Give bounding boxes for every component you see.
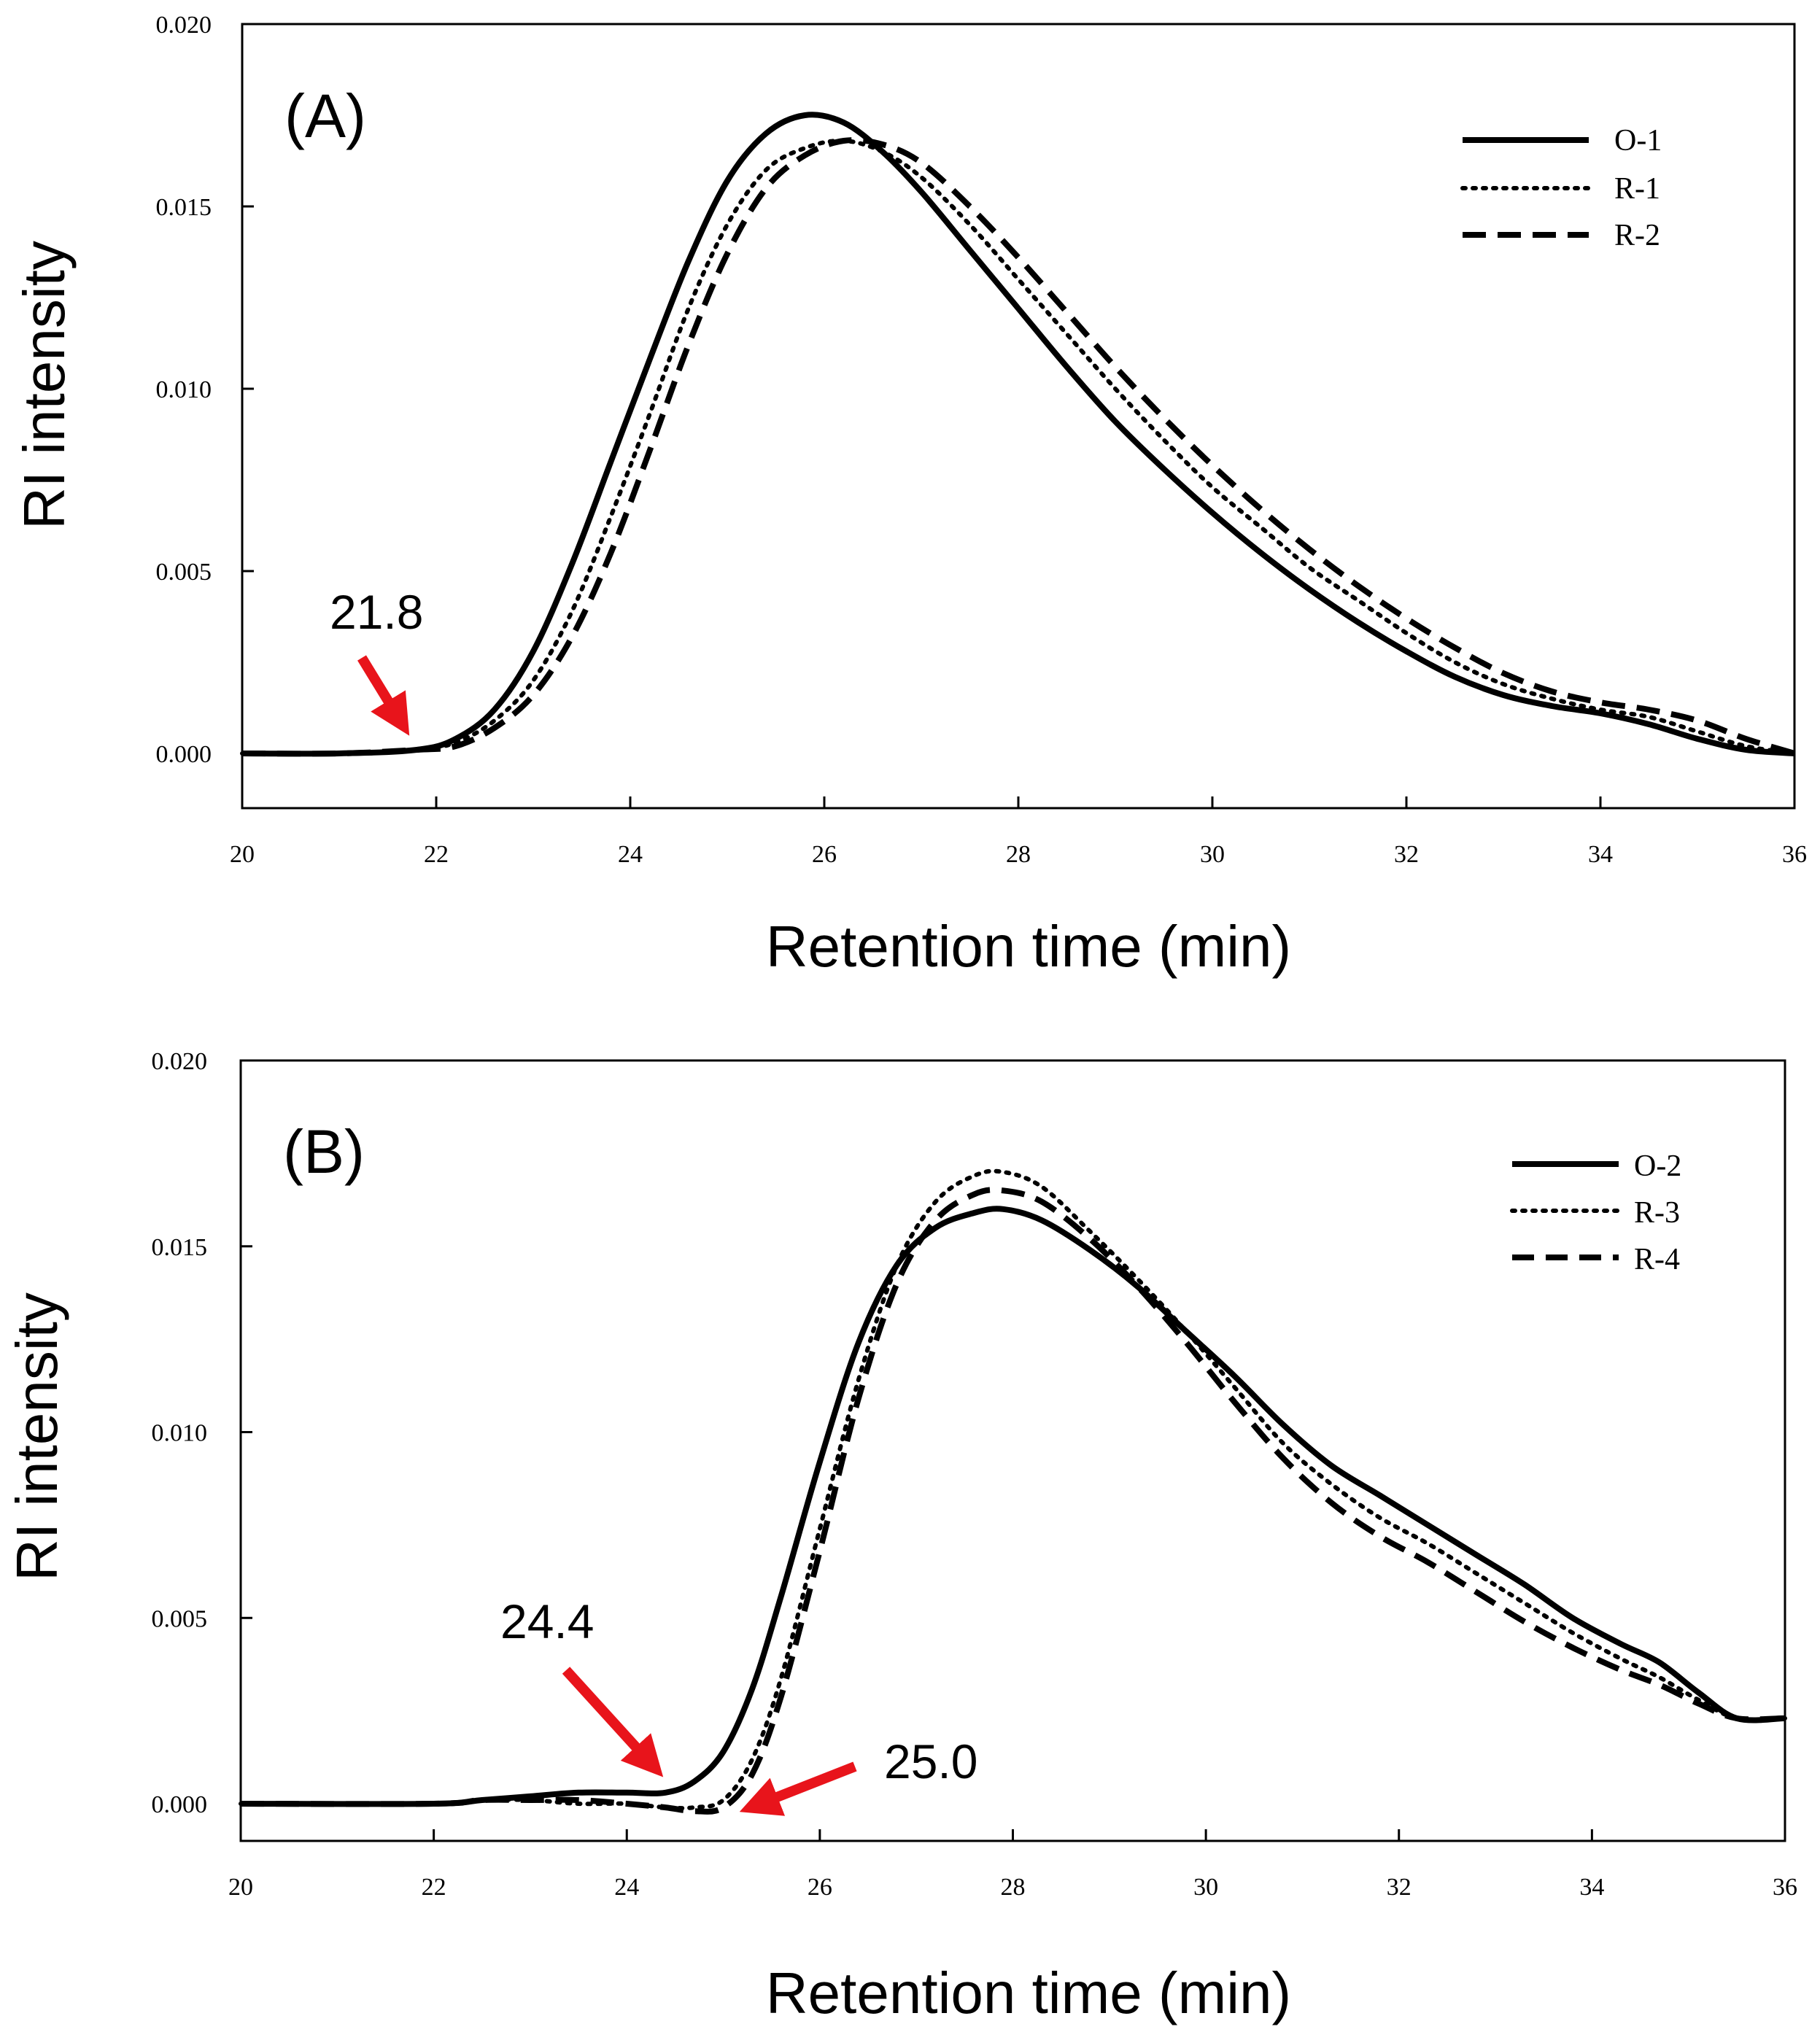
panel-b-y-axis-title: RI intensity — [4, 1292, 69, 1581]
x-tick-label: 30 — [1200, 841, 1225, 868]
series-line-r-3 — [239, 1168, 1787, 1811]
series-line-o-2 — [240, 1206, 1786, 1807]
x-tick-label: 20 — [228, 1874, 253, 1901]
x-tick-label: 34 — [1579, 1874, 1604, 1901]
panel-b-chart: (B) Retention time (min) RI intensity O-… — [4, 1048, 1797, 2025]
annotation-21-8: 21.8 — [330, 585, 423, 639]
series-line-o-1 — [241, 112, 1795, 757]
legend-label-r-3: R-3 — [1634, 1196, 1680, 1230]
x-tick-label: 26 — [812, 841, 837, 868]
y-tick-label: 0.010 — [156, 376, 212, 403]
panel-a-legend: O-1 R-1 R-2 — [1460, 124, 1662, 252]
y-tick-label: 0.005 — [156, 559, 212, 586]
x-tick-label: 26 — [808, 1874, 832, 1901]
annotation-arrow-25-0 — [739, 1761, 857, 1816]
series-line-r-4 — [240, 1187, 1786, 1815]
legend-label-r-1: R-1 — [1614, 172, 1660, 206]
x-tick-label: 28 — [1001, 1874, 1026, 1901]
x-tick-label: 22 — [424, 841, 449, 868]
y-tick-label: 0.005 — [152, 1605, 208, 1632]
legend-label-r-4: R-4 — [1634, 1243, 1680, 1276]
panel-a-chart: (A) Retention time (min) RI intensity O-… — [12, 12, 1807, 979]
panel-a-x-axis-title: Retention time (min) — [766, 914, 1291, 979]
series-line-r-1 — [240, 138, 1797, 756]
x-tick-label: 24 — [618, 841, 643, 868]
legend-label-o-2: O-2 — [1634, 1149, 1681, 1183]
x-tick-label: 28 — [1006, 841, 1031, 868]
annotation-25-0: 25.0 — [884, 1734, 977, 1788]
y-tick-label: 0.000 — [152, 1791, 208, 1818]
x-tick-label: 36 — [1773, 1874, 1797, 1901]
x-tick-label: 20 — [230, 841, 255, 868]
panel-a-y-axis-title: RI intensity — [12, 241, 77, 530]
x-tick-label: 32 — [1394, 841, 1419, 868]
annotation-arrow-24-4 — [562, 1667, 664, 1777]
x-tick-label: 22 — [422, 1874, 446, 1901]
panel-b-label: (B) — [283, 1117, 365, 1186]
legend-label-o-1: O-1 — [1614, 124, 1662, 158]
legend-label-r-2: R-2 — [1614, 219, 1660, 252]
y-tick-label: 0.020 — [156, 12, 212, 39]
annotation-arrow-21-8 — [357, 655, 410, 736]
series-line-r-2 — [241, 137, 1796, 757]
panel-b-x-axis-title: Retention time (min) — [766, 1961, 1291, 2025]
y-tick-label: 0.020 — [152, 1048, 208, 1075]
y-tick-label: 0.015 — [152, 1234, 208, 1261]
panel-a-label: (A) — [284, 82, 366, 150]
x-tick-label: 24 — [614, 1874, 639, 1901]
plot-frame — [239, 1059, 1786, 1842]
x-tick-label: 36 — [1782, 841, 1807, 868]
panel-b-legend: O-2 R-3 R-4 — [1510, 1149, 1681, 1276]
y-tick-label: 0.015 — [156, 194, 212, 221]
x-tick-label: 34 — [1588, 841, 1613, 868]
y-tick-label: 0.010 — [152, 1420, 208, 1447]
annotation-24-4: 24.4 — [500, 1594, 594, 1648]
x-tick-label: 30 — [1193, 1874, 1218, 1901]
y-tick-label: 0.000 — [156, 741, 212, 768]
x-tick-label: 32 — [1387, 1874, 1412, 1901]
